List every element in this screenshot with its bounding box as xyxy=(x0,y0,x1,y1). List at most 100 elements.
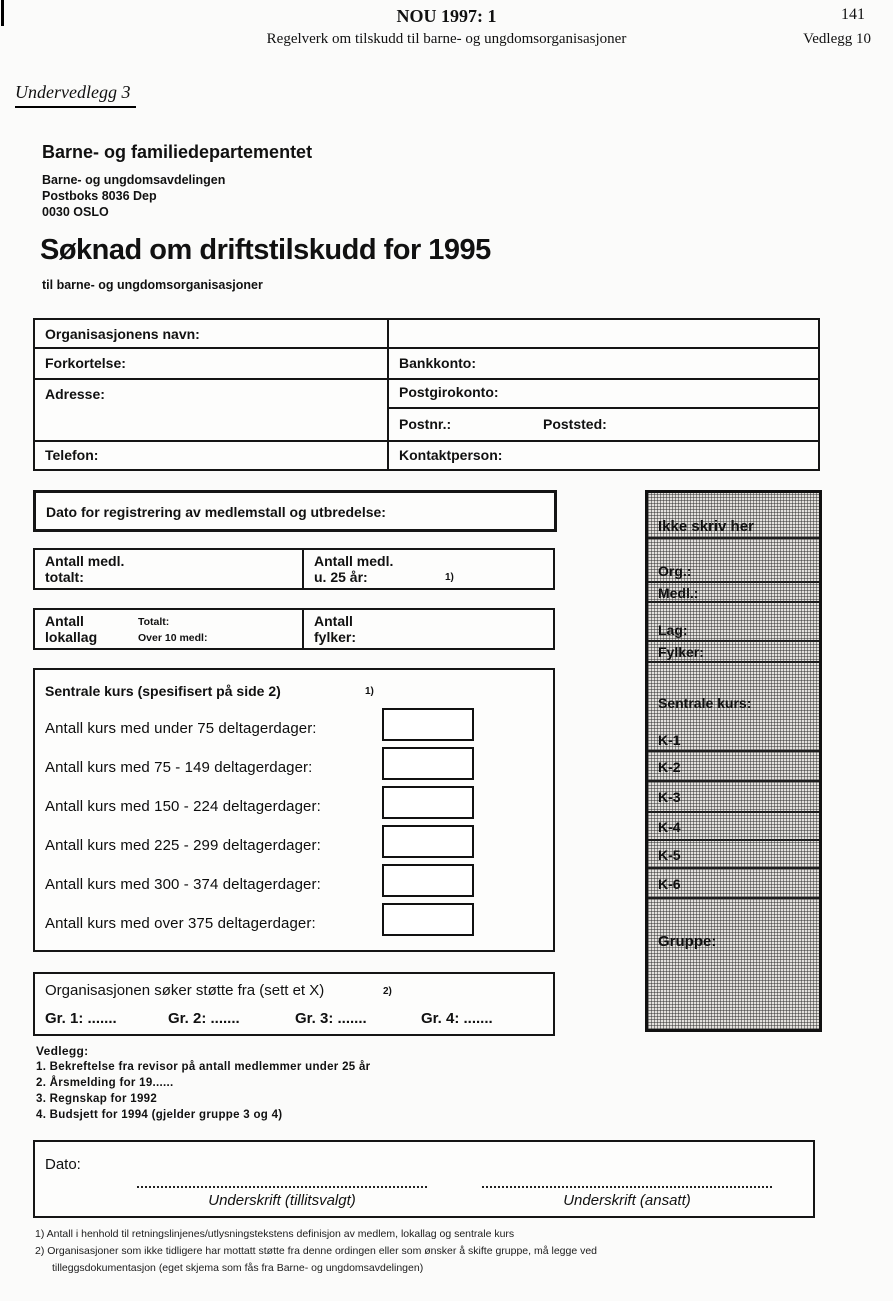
office-use-row-k2: K-2 xyxy=(648,752,819,782)
course-row-label: Antall kurs med under 75 deltagerdager: xyxy=(45,720,317,737)
attachment-label: Vedlegg 10 xyxy=(803,31,871,47)
members-box: Antall medl. totalt: Antall medl. u. 25 … xyxy=(33,548,555,590)
course-input-box xyxy=(382,864,474,897)
scan-artifact xyxy=(1,0,4,26)
office-use-row-gruppe: Gruppe: xyxy=(648,899,819,1007)
counties-label2: fylker: xyxy=(314,629,357,645)
course-input-box xyxy=(382,747,474,780)
support-group-box: Organisasjonen søker støtte fra (sett et… xyxy=(33,972,555,1036)
date-label: Dato: xyxy=(45,1156,81,1173)
group-option-2: Gr. 2: ....... xyxy=(168,1010,240,1027)
course-input-box xyxy=(382,825,474,858)
office-use-row-sentrale-kurs: Sentrale kurs: K-1 xyxy=(648,663,819,752)
office-use-label: Medl.: xyxy=(658,585,699,601)
organization-table: Organisasjonens navn: Forkortelse: Adres… xyxy=(33,318,820,471)
office-use-box: Ikke skriv her Org.: Medl.: Lag: Fylker:… xyxy=(645,490,822,1032)
signature-label-tillitsvalgt: Underskrift (tillitsvalgt) xyxy=(208,1192,356,1209)
attachment-item: 3. Regnskap for 1992 xyxy=(36,1093,158,1105)
office-use-heading-row: Ikke skriv her xyxy=(648,493,819,539)
members-total-label: Antall medl. xyxy=(45,553,125,569)
office-use-label: Fylker: xyxy=(658,644,704,660)
course-row-label: Antall kurs med 75 - 149 deltagerdager: xyxy=(45,759,313,776)
label-postal-code: Postnr.: xyxy=(399,416,452,432)
group-option-1: Gr. 1: ....... xyxy=(45,1010,117,1027)
page-title: NOU 1997: 1 xyxy=(396,6,497,26)
office-use-row-lag: Lag: xyxy=(648,603,819,642)
department-address-line: 0030 OSLO xyxy=(42,205,109,219)
locals-total-label: Totalt: xyxy=(138,616,170,628)
department-address-line: Barne- og ungdomsavdelingen xyxy=(42,173,226,187)
table-line xyxy=(35,440,818,442)
course-row-label: Antall kurs med over 375 deltagerdager: xyxy=(45,915,316,932)
signature-line-tillitsvalgt xyxy=(137,1186,427,1188)
course-input-box xyxy=(382,786,474,819)
registration-date-box: Dato for registrering av medlemstall og … xyxy=(33,490,557,532)
course-row-label: Antall kurs med 225 - 299 deltagerdager: xyxy=(45,837,321,854)
office-use-label: Org.: xyxy=(658,563,692,579)
table-divider xyxy=(387,320,389,469)
office-use-label: K-2 xyxy=(658,759,681,775)
signature-line-ansatt xyxy=(482,1186,772,1188)
course-row-label: Antall kurs med 300 - 374 deltagerdager: xyxy=(45,876,321,893)
footnote-marker-1: 1) xyxy=(445,572,454,583)
attachment-item: 4. Budsjett for 1994 (gjelder gruppe 3 o… xyxy=(36,1109,283,1121)
signature-box: Dato: Underskrift (tillitsvalgt) Undersk… xyxy=(33,1140,815,1218)
table-line xyxy=(387,407,818,409)
group-option-3: Gr. 3: ....... xyxy=(295,1010,367,1027)
office-use-label: Gruppe: xyxy=(658,933,717,950)
office-use-label: K-4 xyxy=(658,819,681,835)
footnote-marker-2: 2) xyxy=(383,986,392,997)
office-use-row-k6: K-6 xyxy=(648,869,819,899)
form-subtitle: til barne- og ungdomsorganisasjoner xyxy=(42,278,263,292)
page-subtitle: Regelverk om tilskudd til barne- og ungd… xyxy=(266,31,627,47)
members-under25-label2: u. 25 år: xyxy=(314,569,368,585)
signature-label-ansatt: Underskrift (ansatt) xyxy=(563,1192,691,1209)
attachment-item: 1. Bekreftelse fra revisor på antall med… xyxy=(36,1061,371,1073)
office-use-row-org: Org.: xyxy=(648,539,819,583)
form-title: Søknad om driftstilskudd for 1995 xyxy=(40,234,491,266)
members-total-label2: totalt: xyxy=(45,569,84,585)
box-divider xyxy=(302,610,304,648)
group-option-4: Gr. 4: ....... xyxy=(421,1010,493,1027)
local-chapters-box: Antall lokallag Totalt: Over 10 medl: An… xyxy=(33,608,555,650)
footnote-line: 2) Organisasjoner som ikke tidligere har… xyxy=(35,1245,598,1257)
label-address: Adresse: xyxy=(45,386,105,402)
sub-attachment-label: Undervedlegg 3 xyxy=(15,82,137,108)
footnote-marker-1: 1) xyxy=(365,686,374,697)
label-postal-place: Poststed: xyxy=(543,416,607,432)
label-contact-person: Kontaktperson: xyxy=(399,447,503,463)
label-phone: Telefon: xyxy=(45,447,99,463)
office-use-label: K-6 xyxy=(658,876,681,892)
course-row-label: Antall kurs med 150 - 224 deltagerdager: xyxy=(45,798,321,815)
locals-label2: lokallag xyxy=(45,629,98,645)
attachments-heading: Vedlegg: xyxy=(36,1044,89,1058)
label-bank-account: Bankkonto: xyxy=(399,355,476,371)
office-use-label: K-1 xyxy=(658,732,681,748)
department-name: Barne- og familiedepartementet xyxy=(42,142,313,162)
box-divider xyxy=(302,550,304,588)
office-use-row-k3: K-3 xyxy=(648,782,819,813)
table-line xyxy=(35,378,818,380)
department-address-line: Postboks 8036 Dep xyxy=(42,189,157,203)
locals-over10-label: Over 10 medl: xyxy=(138,632,208,644)
members-under25-label: Antall medl. xyxy=(314,553,394,569)
label-abbreviation: Forkortelse: xyxy=(45,355,126,371)
locals-label: Antall xyxy=(45,613,84,629)
label-postgiro-account: Postgirokonto: xyxy=(399,384,499,400)
office-use-label: K-3 xyxy=(658,789,681,805)
office-use-row-fylker: Fylker: xyxy=(648,642,819,663)
courses-heading: Sentrale kurs (spesifisert på side 2) xyxy=(45,683,281,699)
label-organization-name: Organisasjonens navn: xyxy=(45,326,200,342)
office-use-heading: Ikke skriv her xyxy=(658,518,754,535)
office-use-row-k4: K-4 xyxy=(648,813,819,841)
course-input-box xyxy=(382,903,474,936)
office-use-label: Lag: xyxy=(658,622,688,638)
course-input-box xyxy=(382,708,474,741)
page-number: 141 xyxy=(841,6,865,23)
central-courses-box: Sentrale kurs (spesifisert på side 2) 1)… xyxy=(33,668,555,952)
counties-label: Antall xyxy=(314,613,353,629)
attachment-item: 2. Årsmelding for 19...... xyxy=(36,1077,174,1089)
table-line xyxy=(35,347,818,349)
office-use-row-medl: Medl.: xyxy=(648,583,819,603)
